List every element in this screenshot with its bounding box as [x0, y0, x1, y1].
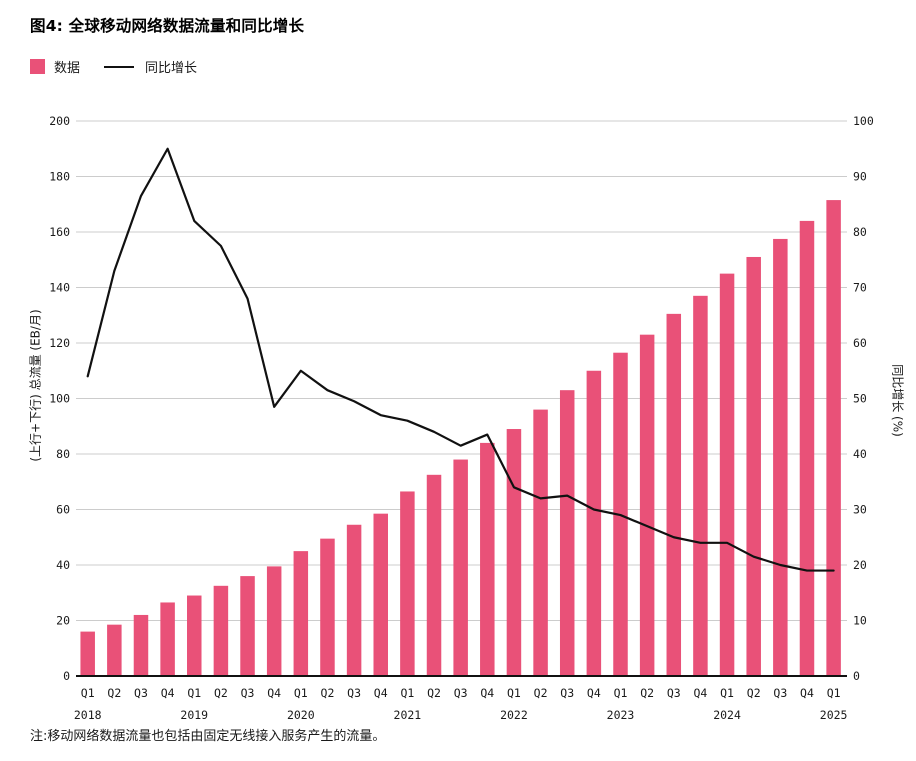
- x-axis-quarter-label: Q2: [214, 686, 228, 700]
- x-axis-quarter-label: Q2: [534, 686, 548, 700]
- x-axis-quarter-label: Q1: [614, 686, 628, 700]
- left-axis-tick-label: 20: [56, 614, 70, 628]
- x-axis-quarter-label: Q4: [800, 686, 814, 700]
- left-axis-tick-label: 160: [49, 225, 70, 239]
- left-axis-tick-label: 40: [56, 558, 70, 572]
- traffic-bar: [693, 295, 708, 676]
- traffic-bar: [719, 273, 735, 676]
- traffic-bar: [133, 614, 149, 676]
- traffic-bar: [240, 576, 255, 676]
- x-axis-quarter-label: Q1: [81, 686, 95, 700]
- traffic-bar: [213, 585, 229, 676]
- x-axis-year-label: 2023: [607, 708, 635, 722]
- left-axis-tick-label: 120: [49, 336, 70, 350]
- right-axis-tick-label: 60: [853, 336, 867, 350]
- traffic-bar: [293, 551, 309, 676]
- traffic-bar: [346, 524, 362, 676]
- right-axis-tick-label: 90: [853, 170, 867, 184]
- traffic-bar: [107, 624, 122, 676]
- traffic-bar: [160, 602, 175, 676]
- x-axis-quarter-label: Q2: [640, 686, 654, 700]
- x-axis-quarter-label: Q1: [720, 686, 734, 700]
- traffic-bar: [373, 513, 388, 676]
- traffic-bar: [639, 334, 655, 676]
- right-axis-tick-label: 10: [853, 614, 867, 628]
- left-axis-tick-label: 0: [63, 669, 70, 683]
- traffic-bar: [266, 566, 282, 676]
- x-axis-year-label: 2019: [180, 708, 208, 722]
- x-axis-quarter-label: Q2: [747, 686, 761, 700]
- left-axis-tick-label: 60: [56, 503, 70, 517]
- chart-legend: 数据 同比增长: [30, 57, 197, 76]
- x-axis-quarter-label: Q3: [134, 686, 148, 700]
- traffic-bar: [426, 474, 442, 676]
- traffic-bar: [320, 538, 335, 676]
- footnote: 注:移动网络数据流量也包括由固定无线接入服务产生的流量。: [30, 729, 386, 744]
- left-axis-tick-label: 200: [49, 114, 70, 128]
- bar-legend-swatch: [30, 59, 45, 74]
- growth-line: [86, 147, 835, 572]
- line-legend-swatch: [104, 65, 135, 68]
- traffic-bar: [506, 429, 522, 676]
- x-axis-quarter-label: Q1: [187, 686, 201, 700]
- x-axis-quarter-label: Q1: [827, 686, 841, 700]
- x-axis-quarter-label: Q3: [241, 686, 255, 700]
- left-axis-tick-label: 80: [56, 447, 70, 461]
- x-axis-year-label: 2020: [287, 708, 315, 722]
- right-axis-tick-label: 70: [853, 281, 867, 295]
- traffic-bar: [453, 459, 468, 676]
- right-axis-tick-label: 80: [853, 225, 867, 239]
- x-axis-quarter-label: Q4: [693, 686, 707, 700]
- traffic-bar: [400, 491, 415, 676]
- x-axis-quarter-label: Q3: [454, 686, 468, 700]
- traffic-bar: [826, 200, 841, 676]
- x-axis-quarter-label: Q3: [773, 686, 787, 700]
- right-axis-tick-label: 100: [853, 114, 874, 128]
- x-axis-quarter-label: Q4: [374, 686, 388, 700]
- x-axis-year-label: 2018: [74, 708, 102, 722]
- line-legend-label: 同比增长: [145, 61, 198, 76]
- x-axis-quarter-label: Q1: [400, 686, 414, 700]
- traffic-bar: [799, 220, 815, 676]
- traffic-bar: [80, 631, 95, 676]
- left-axis-tick-label: 140: [49, 281, 70, 295]
- right-axis-tick-label: 40: [853, 447, 867, 461]
- x-axis-quarter-label: Q2: [427, 686, 441, 700]
- left-axis-tick-label: 180: [49, 170, 70, 184]
- x-axis-quarter-label: Q1: [294, 686, 308, 700]
- traffic-bar: [480, 442, 495, 676]
- x-axis-year-label: 2024: [713, 708, 741, 722]
- x-axis-year-label: 2022: [500, 708, 528, 722]
- x-axis-quarter-label: Q2: [107, 686, 121, 700]
- x-axis-quarter-label: Q1: [507, 686, 521, 700]
- chart-title: 图4: 全球移动网络数据流量和同比增长: [30, 17, 305, 35]
- bar-legend-label: 数据: [54, 61, 81, 76]
- x-axis-quarter-label: Q3: [560, 686, 574, 700]
- x-axis-quarter-label: Q3: [347, 686, 361, 700]
- right-axis-tick-label: 50: [853, 392, 867, 406]
- right-axis-tick-label: 30: [853, 503, 867, 517]
- traffic-bar: [586, 370, 602, 676]
- right-axis-tick-label: 20: [853, 558, 867, 572]
- traffic-bar: [533, 409, 548, 676]
- x-axis-quarter-label: Q4: [480, 686, 494, 700]
- right-axis-tick-label: 0: [853, 669, 860, 683]
- traffic-bar: [187, 595, 202, 676]
- x-axis-quarter-label: Q4: [161, 686, 175, 700]
- x-axis-year-label: 2025: [820, 708, 848, 722]
- x-axis-quarter-label: Q4: [267, 686, 281, 700]
- x-axis-quarter-label: Q3: [667, 686, 681, 700]
- x-axis-year-label: 2021: [394, 708, 422, 722]
- traffic-bar: [559, 390, 575, 676]
- left-axis-tick-label: 100: [49, 392, 70, 406]
- traffic-bar: [773, 238, 788, 676]
- x-axis-quarter-label: Q4: [587, 686, 601, 700]
- traffic-bar: [746, 256, 761, 676]
- x-axis-quarter-label: Q2: [321, 686, 335, 700]
- traffic-bar: [666, 313, 682, 676]
